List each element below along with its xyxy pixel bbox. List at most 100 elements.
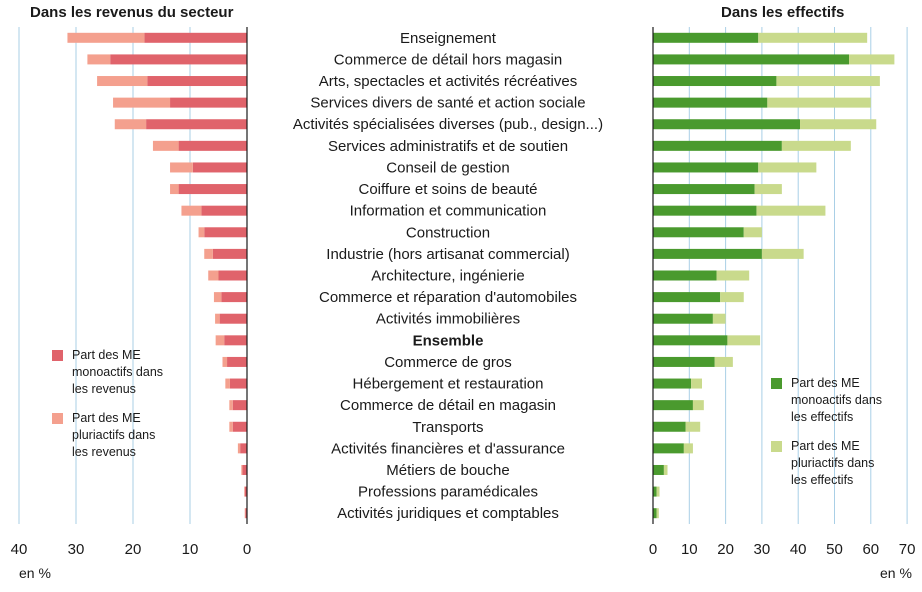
right-tick-label: 30 [754, 541, 771, 558]
category-label: Conseil de gestion [386, 159, 509, 176]
category-label: Transports [412, 419, 483, 436]
bar-revenus-pluriactifs [87, 54, 111, 65]
bar-effectifs-monoactifs [653, 292, 721, 303]
bar-effectifs-monoactifs [653, 508, 657, 519]
right-tick-label: 70 [899, 541, 916, 558]
bar-effectifs-monoactifs [653, 335, 728, 346]
legend-swatch [52, 413, 63, 424]
category-label: Services administratifs et de soutien [328, 138, 568, 155]
bar-effectifs-pluriactifs [663, 464, 668, 475]
bar-revenus-monoactifs [232, 421, 247, 432]
category-label: Hébergement et restauration [353, 376, 544, 393]
bar-revenus-pluriactifs [181, 205, 202, 216]
bar-effectifs-monoactifs [653, 97, 768, 108]
bar-revenus-monoactifs [219, 313, 247, 324]
legend-label: pluriactifs dans [791, 456, 874, 470]
bar-revenus-monoactifs [240, 443, 247, 454]
left-bars [67, 32, 247, 519]
bar-revenus-monoactifs [178, 184, 247, 195]
bar-effectifs-pluriactifs [685, 421, 701, 432]
bar-effectifs-monoactifs [653, 54, 850, 65]
legend-label: les revenus [72, 445, 136, 459]
bar-revenus-pluriactifs [244, 508, 246, 519]
bar-revenus-monoactifs [227, 356, 247, 367]
bar-effectifs-pluriactifs [767, 97, 871, 108]
bar-effectifs-pluriactifs [712, 313, 726, 324]
bar-effectifs-monoactifs [653, 32, 759, 43]
bar-revenus-monoactifs [242, 464, 247, 475]
legend-label: Part des ME [791, 439, 860, 453]
legend-swatch [52, 350, 63, 361]
bar-effectifs-monoactifs [653, 378, 692, 389]
category-labels: Enseignement Commerce de détail hors maga… [293, 30, 603, 522]
category-label: Commerce de gros [384, 354, 512, 371]
bar-revenus-monoactifs [144, 32, 247, 43]
right-tick-label: 60 [862, 541, 879, 558]
category-label: Industrie (hors artisanat commercial) [326, 246, 569, 263]
right-tick-label: 20 [717, 541, 734, 558]
bar-effectifs-monoactifs [653, 205, 757, 216]
category-label: Activités juridiques et comptables [337, 505, 559, 522]
legend-label: monoactifs dans [791, 393, 882, 407]
bar-revenus-pluriactifs [225, 378, 230, 389]
bar-effectifs-monoactifs [653, 227, 744, 238]
bar-revenus-monoactifs [192, 162, 247, 173]
category-label: Commerce de détail en magasin [340, 397, 556, 414]
bar-effectifs-monoactifs [653, 356, 715, 367]
bar-revenus-pluriactifs [213, 292, 222, 303]
category-label: Coiffure et soins de beauté [358, 181, 537, 198]
bar-revenus-pluriactifs [113, 97, 171, 108]
bar-effectifs-pluriactifs [761, 248, 804, 259]
bar-effectifs-pluriactifs [716, 270, 750, 281]
right-tick-label: 0 [649, 541, 657, 558]
bar-revenus-pluriactifs [208, 270, 219, 281]
category-label: Architecture, ingénierie [371, 268, 524, 285]
legend-label: Part des ME [72, 348, 141, 362]
bar-revenus-pluriactifs [67, 32, 145, 43]
bar-revenus-pluriactifs [229, 421, 233, 432]
left-gridlines [18, 27, 191, 524]
legend-label: les effectifs [791, 473, 853, 487]
left-tick-label: 20 [125, 541, 142, 558]
legend-swatch [771, 441, 782, 452]
bar-effectifs-monoactifs [653, 76, 777, 87]
bar-revenus-pluriactifs [222, 356, 228, 367]
bar-revenus-monoactifs [147, 76, 247, 87]
bar-effectifs-monoactifs [653, 443, 684, 454]
bar-effectifs-monoactifs [653, 421, 686, 432]
category-label: Activités financières et d'assurance [331, 440, 565, 457]
bar-revenus-pluriactifs [204, 248, 213, 259]
left-tick-label: 0 [243, 541, 251, 558]
bar-revenus-pluriactifs [237, 443, 241, 454]
bar-effectifs-pluriactifs [754, 184, 782, 195]
right-unit-label: en % [880, 565, 912, 581]
right-panel-title: Dans les effectifs [721, 4, 844, 21]
bar-effectifs-pluriactifs [683, 443, 693, 454]
bar-effectifs-pluriactifs [758, 32, 868, 43]
bar-effectifs-pluriactifs [656, 508, 659, 519]
bar-effectifs-pluriactifs [714, 356, 733, 367]
legend-label: Part des ME [791, 376, 860, 390]
bar-revenus-pluriactifs [241, 464, 243, 475]
bar-revenus-monoactifs [218, 270, 247, 281]
category-label: Services divers de santé et action socia… [310, 95, 585, 112]
bar-revenus-pluriactifs [215, 313, 220, 324]
bar-revenus-monoactifs [146, 119, 247, 130]
right-tick-labels: 0 10 20 30 40 50 60 70 [649, 541, 916, 558]
legend-label: les effectifs [791, 410, 853, 424]
bar-effectifs-pluriactifs [743, 227, 762, 238]
bar-revenus-monoactifs [201, 205, 247, 216]
right-tick-label: 50 [826, 541, 843, 558]
category-label: Ensemble [413, 332, 484, 349]
bar-effectifs-pluriactifs [776, 76, 880, 87]
bar-effectifs-monoactifs [653, 270, 717, 281]
bar-effectifs-monoactifs [653, 400, 693, 411]
bar-revenus-pluriactifs [152, 140, 179, 151]
bar-effectifs-monoactifs [653, 140, 782, 151]
right-tick-label: 40 [790, 541, 807, 558]
left-panel-title: Dans les revenus du secteur [30, 4, 234, 21]
bar-effectifs-pluriactifs [756, 205, 826, 216]
bar-revenus-monoactifs [221, 292, 247, 303]
bar-revenus-monoactifs [204, 227, 247, 238]
